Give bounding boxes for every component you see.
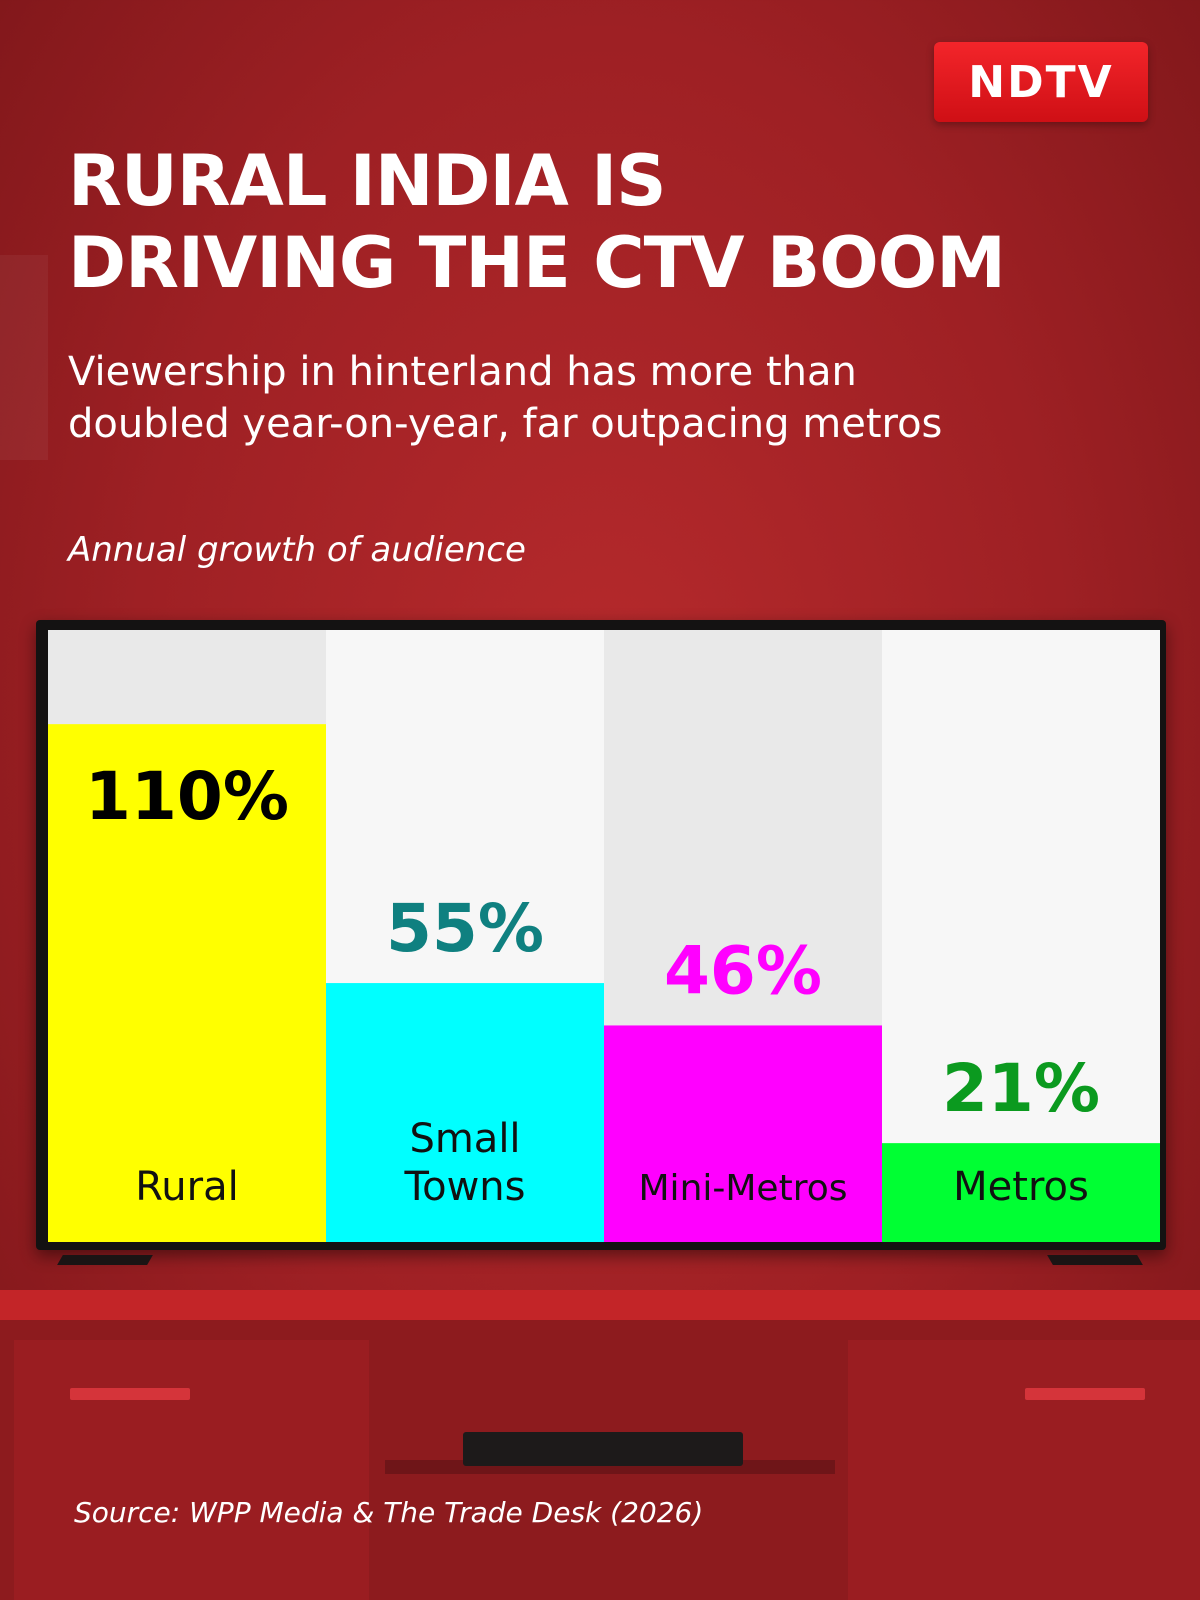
tv-stand-left (57, 1255, 153, 1265)
cabinet-door-right (848, 1340, 1200, 1600)
tv-stand-right (1047, 1255, 1143, 1265)
category-label: Rural (135, 1164, 238, 1210)
logo-text: NDTV (968, 57, 1113, 108)
cabinet-handle-left (70, 1388, 190, 1400)
value-label: 110% (85, 758, 289, 835)
set-top-box (463, 1432, 743, 1466)
category-label: Small (409, 1116, 520, 1162)
title-line-1: RURAL INDIA IS (68, 140, 666, 222)
category-label: Towns (403, 1164, 525, 1210)
source-note: Source: WPP Media & The Trade Desk (2026… (74, 1496, 703, 1529)
category-label: Metros (953, 1164, 1089, 1210)
value-label: 46% (664, 932, 822, 1009)
page-title: RURAL INDIA IS DRIVING THE CTV BOOM (68, 140, 1168, 304)
title-line-2: DRIVING THE CTV BOOM (68, 222, 1005, 304)
category-label: Mini-Metros (639, 1168, 848, 1209)
subtitle-line-1: Viewership in hinterland has more than (68, 349, 857, 395)
chart-label: Annual growth of audience (68, 530, 526, 570)
ndtv-logo: NDTV (934, 42, 1148, 122)
value-label: 55% (386, 890, 544, 967)
bar-mini-metros (604, 1025, 882, 1242)
subtitle: Viewership in hinterland has more than d… (68, 346, 1148, 450)
cabinet-door-left (14, 1340, 369, 1600)
value-label: 21% (942, 1050, 1100, 1127)
cabinet-handle-right (1025, 1388, 1145, 1400)
tv-screen: 110% Rural 55% Small Towns 46% Mini-Metros 21% M… (48, 630, 1160, 1242)
cabinet-top (0, 1290, 1200, 1320)
wall-panel (0, 255, 48, 460)
subtitle-line-2: doubled year-on-year, far outpacing metr… (68, 401, 942, 447)
